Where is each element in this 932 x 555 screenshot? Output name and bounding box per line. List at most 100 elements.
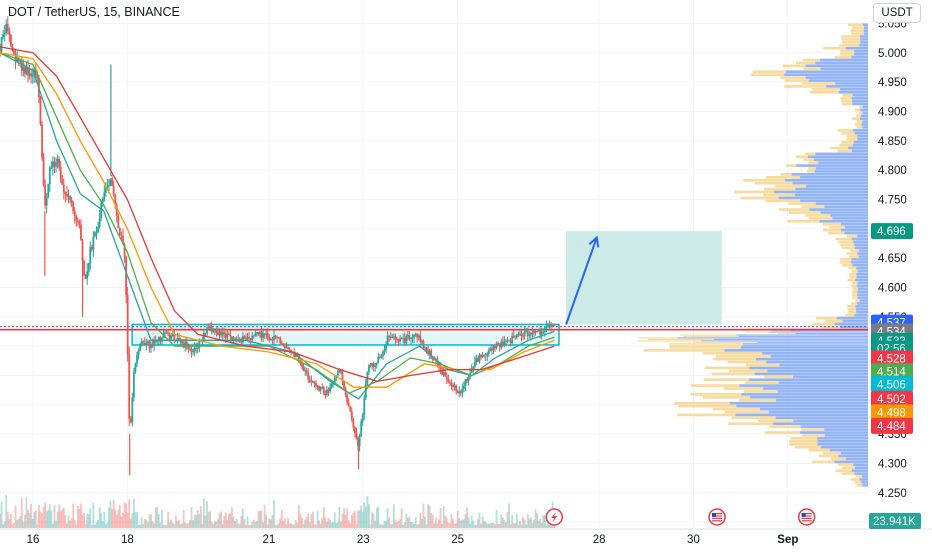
candle-body bbox=[501, 341, 504, 346]
volume-bar bbox=[262, 522, 264, 528]
consolidation-zone-box[interactable] bbox=[131, 323, 560, 346]
volume-profile-bar-down bbox=[775, 184, 807, 188]
currency-button[interactable]: USDT bbox=[873, 3, 921, 23]
candle-body bbox=[543, 326, 546, 332]
candle-body bbox=[472, 366, 475, 369]
volume-profile-bar-down bbox=[848, 23, 864, 27]
candle-body bbox=[487, 350, 490, 354]
candle-body bbox=[25, 67, 28, 74]
candle-body bbox=[13, 50, 15, 54]
volume-bar bbox=[434, 517, 437, 528]
volume-bar bbox=[282, 520, 285, 528]
volume-profile-bar-down bbox=[850, 249, 860, 252]
arrow-head[interactable] bbox=[588, 235, 600, 248]
candle-body bbox=[3, 33, 6, 35]
flag-stripe bbox=[801, 515, 812, 517]
lightning-icon[interactable] bbox=[545, 508, 564, 526]
volume-profile-bar-up bbox=[820, 211, 868, 214]
candle-body bbox=[520, 333, 523, 336]
volume-bar bbox=[199, 506, 202, 528]
volume-profile-bar-down bbox=[854, 123, 862, 126]
volume-bar bbox=[2, 524, 5, 528]
volume-bar bbox=[189, 520, 191, 528]
candle-body bbox=[463, 385, 465, 389]
consolidation-zone[interactable] bbox=[131, 323, 560, 346]
price-tick-label: 4.800 bbox=[878, 165, 907, 177]
horizontal-lines[interactable] bbox=[0, 326, 868, 331]
volume-profile-bar-up bbox=[859, 249, 868, 252]
candle-body bbox=[399, 338, 401, 342]
candle-body bbox=[352, 419, 355, 428]
volume-profile-bar-up bbox=[851, 55, 868, 59]
volume-bar bbox=[38, 504, 40, 528]
volume-bar bbox=[114, 509, 117, 528]
volume-profile-bar-up bbox=[854, 49, 868, 53]
volume-bar bbox=[181, 523, 184, 528]
candle-body bbox=[78, 221, 81, 225]
candle-body bbox=[302, 366, 305, 371]
candle-body bbox=[420, 341, 423, 342]
target-box[interactable] bbox=[566, 231, 722, 325]
target-box-rect[interactable] bbox=[566, 231, 722, 325]
event-markers[interactable] bbox=[545, 508, 816, 526]
volume-profile-bar-up bbox=[854, 52, 868, 56]
event-marker-circle[interactable] bbox=[708, 508, 726, 526]
volume-bar bbox=[150, 514, 152, 528]
volume-profile-bar-down bbox=[823, 46, 846, 50]
volume-bar bbox=[193, 514, 196, 528]
volume-profile-bar-down bbox=[828, 231, 845, 235]
event-marker-circle[interactable] bbox=[797, 508, 816, 526]
candle-body bbox=[178, 337, 180, 341]
volume-bar bbox=[424, 516, 426, 528]
volume-profile-bar-down bbox=[739, 398, 776, 402]
candle-body bbox=[151, 344, 154, 346]
candle-body bbox=[27, 67, 29, 76]
candle-body bbox=[87, 263, 90, 272]
volume-bar bbox=[352, 512, 355, 528]
volume-bar bbox=[179, 523, 182, 528]
volume-bar bbox=[64, 515, 67, 528]
volume-profile-bar-down bbox=[852, 117, 861, 120]
us-flag-icon[interactable] bbox=[797, 508, 816, 526]
volume-bar bbox=[442, 506, 445, 528]
lightning-glyph bbox=[551, 512, 558, 522]
volume-profile-bar-up bbox=[863, 29, 868, 32]
volume-profile-bar-up bbox=[824, 428, 868, 431]
candle-body bbox=[542, 331, 545, 333]
candle-body bbox=[279, 337, 282, 344]
volume-profile-bar-up bbox=[858, 255, 868, 258]
volume-profile-bar-down bbox=[818, 454, 839, 458]
volume-bar bbox=[340, 521, 342, 528]
candle-body bbox=[486, 353, 489, 356]
candle-body bbox=[103, 192, 106, 199]
us-flag-icon[interactable] bbox=[708, 508, 726, 526]
candle-body bbox=[80, 224, 82, 241]
volume-bar bbox=[8, 519, 11, 528]
candle-body bbox=[142, 341, 145, 343]
volume-bar bbox=[159, 522, 162, 528]
candle-body bbox=[425, 347, 428, 351]
time-axis[interactable]: 16 18 21 23 25 28 30 Sep bbox=[0, 528, 932, 546]
volume-bar bbox=[276, 524, 278, 528]
volume-profile-bar-down bbox=[856, 114, 861, 118]
candle-body bbox=[480, 354, 482, 357]
candle-body bbox=[118, 228, 121, 236]
volume-profile-bar-up bbox=[749, 366, 868, 370]
candle-body bbox=[433, 359, 436, 361]
candle-body bbox=[24, 66, 26, 74]
volume-bar bbox=[441, 523, 444, 528]
volume-profile-bar-down bbox=[856, 120, 863, 123]
candle-body bbox=[522, 335, 524, 337]
volume-profile-bar-down bbox=[809, 90, 839, 94]
candle-body bbox=[519, 333, 521, 335]
target-arrow[interactable] bbox=[565, 235, 600, 325]
volume-profile-bar-up bbox=[800, 199, 868, 203]
arrow-shaft[interactable] bbox=[565, 237, 598, 325]
volume-bar bbox=[240, 515, 243, 528]
symbol-title[interactable]: DOT / TetherUS, 15, BINANCE bbox=[8, 5, 180, 19]
volume-bar bbox=[481, 516, 484, 528]
candle-body bbox=[173, 334, 176, 340]
volume-profile-bar-up bbox=[859, 44, 868, 47]
